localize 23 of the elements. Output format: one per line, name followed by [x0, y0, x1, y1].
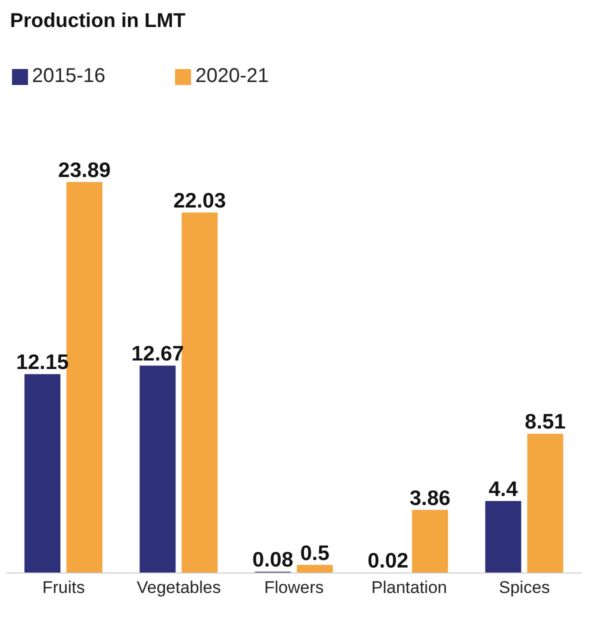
data-label: 22.03 [173, 189, 226, 212]
data-label: 3.86 [410, 486, 450, 510]
x-tick-label: Spices [498, 578, 550, 598]
data-label: 4.4 [488, 478, 518, 501]
x-tick-label: Vegetables [136, 578, 221, 598]
bar [296, 564, 333, 573]
data-label: 0.02 [368, 550, 408, 573]
data-label: 0.08 [252, 548, 294, 572]
bar [527, 434, 564, 573]
bar [412, 510, 448, 573]
bar [24, 374, 60, 573]
chart-title: Production in LMT [10, 10, 186, 33]
bar [485, 500, 522, 573]
legend-label: 2015-16 [32, 65, 106, 87]
data-label: 23.89 [58, 159, 111, 182]
data-label: 8.51 [524, 410, 566, 434]
x-tick-label: Plantation [371, 578, 448, 598]
x-tick-label: Fruits [42, 578, 85, 598]
bar [182, 212, 218, 573]
x-tick-label: Flowers [264, 578, 324, 598]
data-label: 0.5 [300, 542, 330, 565]
legend-label: 2020-21 [195, 65, 269, 87]
bar [140, 366, 176, 573]
